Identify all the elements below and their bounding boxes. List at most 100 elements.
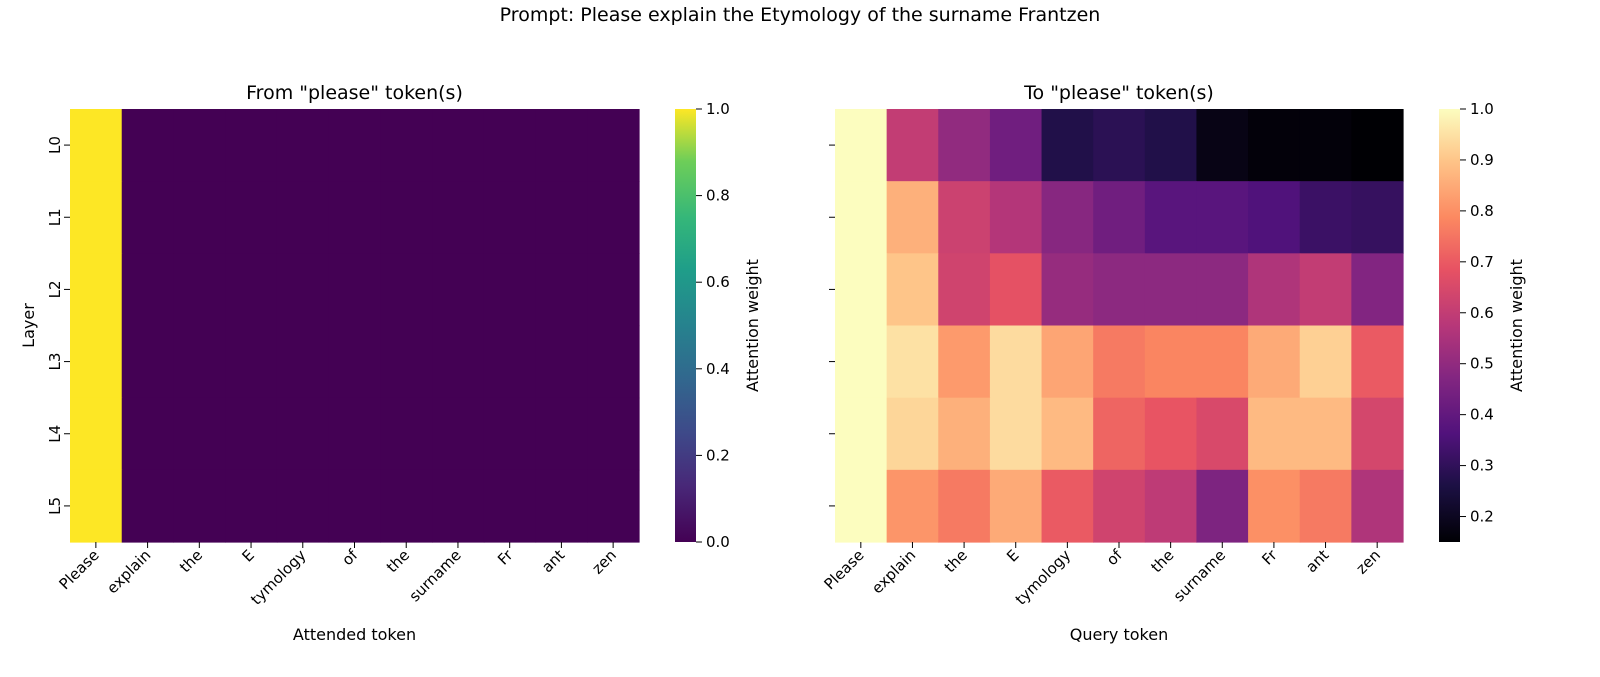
colorbar-tick-label: 0.4	[1470, 406, 1494, 424]
heatmap-cell	[835, 469, 888, 543]
heatmap-cell	[1351, 181, 1404, 254]
x-tick-label: the	[1147, 546, 1177, 576]
heatmap-cell	[1144, 397, 1198, 471]
heatmap-cell	[380, 469, 433, 543]
heatmap-cell	[1196, 469, 1249, 543]
heatmap-cell	[535, 109, 588, 182]
heatmap-cell	[1144, 181, 1198, 254]
heatmap-cell	[989, 253, 1043, 327]
figure-suptitle: Prompt: Please explain the Etymology of …	[500, 4, 1101, 26]
heatmap-cell	[225, 253, 278, 327]
colorbar-tick-label: 1.0	[706, 100, 730, 118]
colorbar-label: Attention weight	[743, 259, 762, 392]
x-tick-label: ant	[1302, 546, 1332, 576]
heatmap-cell	[1351, 109, 1404, 182]
heatmap-cell	[1351, 397, 1404, 471]
heatmap-cell	[70, 325, 123, 399]
y-tick-label: L5	[46, 497, 64, 515]
heatmap-cell	[535, 253, 588, 327]
heatmap-cell	[225, 181, 278, 254]
heatmap-cell	[938, 397, 991, 471]
heatmap-cell	[70, 109, 123, 182]
colorbar-tick-label: 0.9	[1470, 151, 1494, 169]
heatmap-cell	[1248, 109, 1301, 182]
colorbar-tick-label: 0.8	[1470, 202, 1494, 220]
heatmap-cell	[535, 181, 588, 254]
heatmap-cell	[173, 469, 226, 543]
heatmap-cell	[938, 109, 991, 182]
heatmap-cell	[1196, 109, 1249, 182]
heatmap-cell	[1093, 469, 1146, 543]
heatmap-cell	[173, 253, 226, 327]
heatmap-cell	[483, 469, 537, 543]
x-tick-label: tymology	[247, 546, 310, 609]
panel-title: To "please" token(s)	[1023, 82, 1214, 104]
heatmap-cell	[1248, 397, 1301, 471]
heatmap-cell	[432, 109, 485, 182]
colorbar-tick-label: 0.8	[706, 187, 730, 205]
heatmap-cell	[173, 109, 226, 182]
heatmap-cell	[1093, 181, 1146, 254]
colorbar-tick-label: 0.2	[1470, 508, 1494, 526]
heatmap-cell	[276, 109, 330, 182]
heatmap-cell	[886, 469, 939, 543]
x-tick-label: of	[338, 546, 361, 569]
x-tick-label: the	[941, 546, 971, 576]
heatmap-cell	[328, 397, 381, 471]
heatmap-cell	[1248, 253, 1301, 327]
heatmap-cell	[276, 181, 330, 254]
heatmap-panel-1: From "please" token(s) Please explain the Et…	[19, 82, 762, 644]
heatmap-cell	[938, 253, 991, 327]
heatmap-cell	[1041, 325, 1094, 399]
heatmap-cell	[1144, 109, 1198, 182]
heatmap-cell	[1248, 469, 1301, 543]
x-tick-label: Please	[56, 546, 103, 593]
heatmap-cell	[483, 181, 537, 254]
heatmap-cell	[276, 325, 330, 399]
heatmap-cell	[173, 397, 226, 471]
heatmap-cell	[380, 253, 433, 327]
y-tick-label: L4	[46, 425, 64, 443]
heatmap-cell	[1093, 397, 1146, 471]
heatmap-cell	[121, 469, 175, 543]
heatmap-cell	[1041, 109, 1094, 182]
x-tick-label: ant	[538, 546, 568, 576]
x-tick-label: Please	[820, 546, 867, 593]
heatmap-cell	[1299, 397, 1352, 471]
heatmap-cell	[535, 325, 588, 399]
x-axis-label: Query token	[1070, 625, 1168, 644]
heatmap-cell	[1299, 325, 1352, 399]
heatmap-cell	[1248, 325, 1301, 399]
colorbar-tick-label: 0.2	[706, 446, 730, 464]
heatmap-cell	[535, 397, 588, 471]
heatmap-cell	[173, 325, 226, 399]
heatmap-cell	[1093, 325, 1146, 399]
x-tick-label: Fr	[1258, 546, 1281, 569]
heatmap-cell	[835, 397, 888, 471]
heatmap-cell	[380, 181, 433, 254]
heatmap-cell	[225, 325, 278, 399]
heatmap-cell	[1093, 109, 1146, 182]
y-tick-label: L0	[46, 136, 64, 154]
heatmap-cell	[1351, 469, 1404, 543]
heatmap-cell	[587, 109, 640, 182]
colorbar-tick-label: 0.5	[1470, 355, 1494, 373]
heatmap-cell	[1093, 253, 1146, 327]
heatmap-cell	[173, 181, 226, 254]
colorbar-tick-label: 0.6	[1470, 304, 1494, 322]
y-tick-label: L3	[46, 353, 64, 371]
colorbar	[675, 109, 696, 542]
heatmap-cell	[1299, 469, 1352, 543]
heatmap-cell	[70, 181, 123, 254]
heatmap-cell	[886, 109, 939, 182]
heatmap-cell	[886, 181, 939, 254]
heatmap-cell	[328, 253, 381, 327]
x-tick-label: the	[383, 546, 413, 576]
heatmap-cell	[121, 181, 175, 254]
heatmap-cell	[276, 469, 330, 543]
heatmap-cell	[938, 325, 991, 399]
heatmap-cell	[587, 325, 640, 399]
x-tick-label: surname	[1170, 546, 1229, 605]
heatmap-cell	[380, 397, 433, 471]
heatmap-cell	[328, 469, 381, 543]
